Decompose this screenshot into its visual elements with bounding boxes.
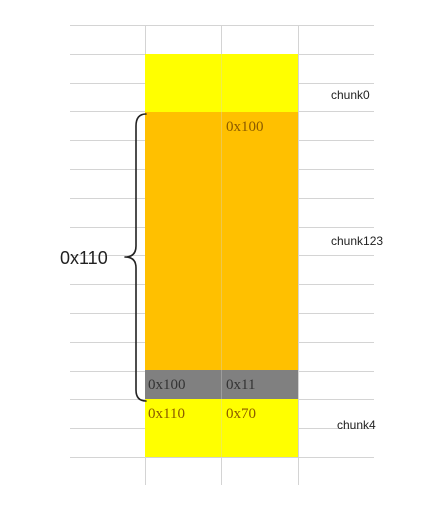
- yellow-prev-size-value: 0x110: [148, 406, 185, 422]
- size-brace: [125, 114, 146, 401]
- orange-top-value: 0x100: [226, 119, 264, 135]
- chunk123-label: chunk123: [331, 234, 383, 248]
- gray-prev-size-value: 0x100: [148, 377, 186, 393]
- gray-size-value: 0x11: [226, 377, 255, 393]
- brace-size-label: 0x110: [60, 248, 108, 268]
- chunk4-label: chunk4: [337, 418, 376, 432]
- chunk0-label: chunk0: [331, 88, 370, 102]
- yellow-size-value: 0x70: [226, 406, 256, 422]
